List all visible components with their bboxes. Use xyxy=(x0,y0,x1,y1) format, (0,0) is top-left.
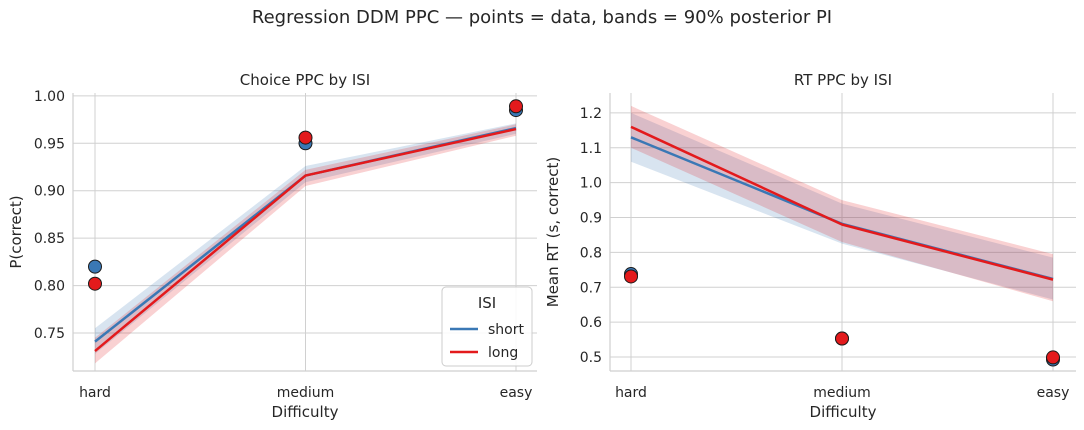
rt-ppc-panel: 0.5 0.6 0.7 0.8 0.9 1.0 1.1 1.2 hard medium easy RT… xyxy=(544,71,1076,421)
rt-y-axis-label: Mean RT (s, correct) xyxy=(544,157,562,307)
rt-ytick-label: 1.2 xyxy=(580,106,602,122)
choice-panel-title: Choice PPC by ISI xyxy=(240,71,370,89)
rt-ytick-label: 0.7 xyxy=(580,280,602,296)
rt-ytick-label: 0.8 xyxy=(580,245,602,261)
choice-ytick-label: 0.85 xyxy=(34,231,65,247)
rt-panel-title: RT PPC by ISI xyxy=(794,71,892,89)
choice-band-short xyxy=(95,123,516,354)
rt-data-point-long xyxy=(624,269,638,284)
rt-ytick-label: 0.5 xyxy=(580,350,602,366)
choice-y-axis-label: P(correct) xyxy=(7,195,25,268)
rt-x-axis-label: Difficulty xyxy=(810,403,877,421)
choice-ytick-label: 0.75 xyxy=(34,326,65,342)
choice-data-point-long xyxy=(298,130,313,145)
choice-xtick-label: medium xyxy=(277,385,335,401)
choice-xtick-label: easy xyxy=(500,385,533,401)
choice-ytick-label: 0.95 xyxy=(34,136,65,152)
choice-xtick-label: hard xyxy=(79,385,111,401)
choice-ytick-label: 1.00 xyxy=(34,89,65,105)
figure-suptitle: Regression DDM PPC — points = data, band… xyxy=(251,7,833,28)
rt-xtick-label: medium xyxy=(813,385,871,401)
rt-ytick-label: 0.6 xyxy=(580,315,602,331)
rt-data-point-long xyxy=(835,331,849,346)
choice-line-long xyxy=(94,127,517,353)
rt-xtick-label: easy xyxy=(1037,385,1070,401)
legend-box xyxy=(441,286,533,367)
choice-ppc-panel: 0.75 0.80 0.85 0.90 0.95 1.00 hard medium easy Ch… xyxy=(7,71,537,421)
choice-data-point-long xyxy=(88,276,102,291)
choice-ytick-label: 0.90 xyxy=(34,184,65,200)
legend-title: ISI xyxy=(478,294,496,312)
rt-ytick-label: 1.1 xyxy=(580,141,602,157)
choice-ytick-label: 0.80 xyxy=(34,279,65,295)
rt-xtick-label: hard xyxy=(615,385,647,401)
legend-label-short: short xyxy=(488,322,524,338)
choice-data-point-short xyxy=(88,259,102,274)
rt-ytick-label: 1.0 xyxy=(580,176,602,192)
rt-ytick-label: 0.9 xyxy=(580,211,602,227)
choice-band-long xyxy=(95,124,516,364)
choice-x-axis-label: Difficulty xyxy=(272,403,339,421)
rt-data-point-long xyxy=(1046,350,1060,365)
legend-label-long: long xyxy=(488,345,518,361)
choice-data-point-long xyxy=(509,99,523,114)
rt-line-long xyxy=(630,125,1054,281)
